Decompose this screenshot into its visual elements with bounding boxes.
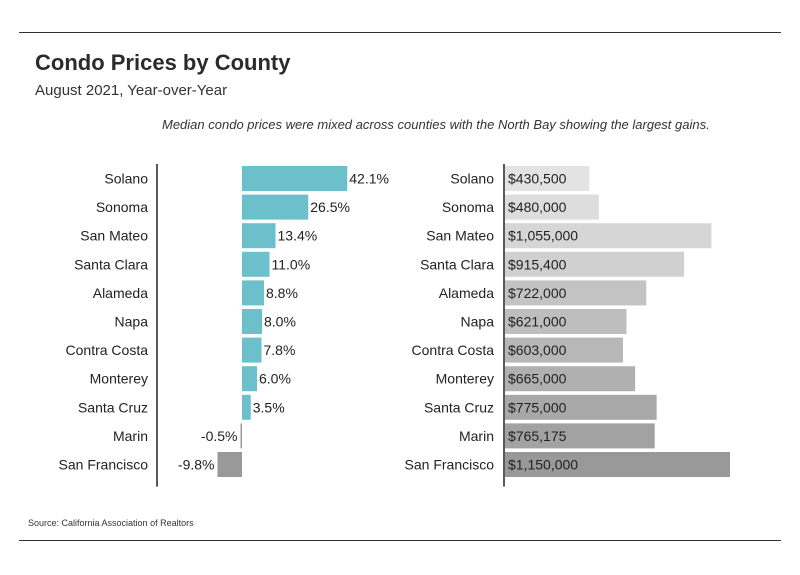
percent-bar-san-francisco [217,452,242,477]
category-label-sonoma: Sonoma [96,199,148,215]
percent-bar-santa-clara [242,251,270,277]
price-value-label: $722,000 [508,285,567,301]
price-category-label-solano: Solano [450,171,494,187]
percent-value-label: 3.5% [253,399,285,415]
price-value-label: $1,150,000 [508,457,578,473]
median-price-panel: Solano $430,500 Sonoma $480,000 San Mateo $1,… [405,164,730,487]
chart-title: Condo Prices by County [35,50,291,75]
category-label-santa-clara: Santa Clara [74,256,148,272]
category-label-alameda: Alameda [93,285,148,301]
percent-bar-marin [240,423,242,449]
price-category-label-sonoma: Sonoma [442,199,494,215]
chart-annotation: Median condo prices were mixed across co… [162,117,710,132]
percent-value-label: 26.5% [310,199,350,215]
bottom-rule [19,540,781,541]
price-category-label-san-mateo: San Mateo [426,228,494,244]
percent-bar-napa [242,309,262,334]
price-value-label: $665,000 [508,371,567,387]
price-category-label-contra-costa: Contra Costa [412,342,495,358]
price-value-label: $480,000 [508,199,567,215]
percent-bar-monterey [242,366,257,392]
percent-value-label: 6.0% [259,371,291,387]
category-label-marin: Marin [113,428,148,444]
percent-value-label: 13.4% [278,228,318,244]
price-bar-solano [505,166,590,191]
percent-value-label: 11.0% [272,256,311,272]
percent-value-label: -9.8% [178,457,215,473]
category-label-monterey: Monterey [90,371,148,387]
price-bar-contra-costa [505,337,623,363]
price-value-label: $603,000 [508,342,567,358]
top-rule [19,32,781,33]
category-label-san-francisco: San Francisco [59,457,149,473]
percent-bar-alameda [242,280,264,306]
price-bar-san-mateo [505,223,712,249]
source-note: Source: California Association of Realto… [28,518,194,528]
price-category-label-santa-clara: Santa Clara [420,256,494,272]
percent-value-label: 7.8% [264,342,296,358]
price-bar-santa-clara [505,251,685,277]
percent-change-panel: Solano 42.1% Sonoma 26.5% San Mateo 13.4% Sant… [59,164,389,487]
percent-value-label: 8.0% [264,314,296,330]
price-value-label: $775,000 [508,399,567,415]
price-value-label: $430,500 [508,171,567,187]
price-bar-sonoma [505,194,599,220]
category-label-san-mateo: San Mateo [80,228,148,244]
price-category-label-napa: Napa [461,314,495,330]
price-category-label-san-francisco: San Francisco [405,457,495,473]
percent-bar-solano [242,166,348,191]
price-value-label: $1,055,000 [508,228,578,244]
price-bar-napa [505,309,627,334]
price-category-label-monterey: Monterey [436,371,494,387]
price-value-label: $765,175 [508,428,567,444]
percent-bar-san-mateo [242,223,276,249]
percent-bar-sonoma [242,194,309,220]
price-category-label-santa-cruz: Santa Cruz [424,399,494,415]
percent-value-label: 8.8% [266,285,298,301]
percent-bar-contra-costa [242,337,262,363]
category-label-napa: Napa [115,314,149,330]
price-value-label: $915,400 [508,256,567,272]
price-bar-alameda [505,280,647,306]
price-bar-santa-cruz [505,394,657,420]
price-bar-marin [505,423,655,449]
price-bar-san-francisco [505,452,730,477]
chart-subtitle: August 2021, Year-over-Year [35,82,228,99]
category-label-santa-cruz: Santa Cruz [78,399,148,415]
price-category-label-marin: Marin [459,428,494,444]
percent-value-label: -0.5% [201,428,238,444]
category-label-solano: Solano [104,171,148,187]
percent-bar-santa-cruz [242,394,251,420]
category-label-contra-costa: Contra Costa [66,342,149,358]
price-category-label-alameda: Alameda [439,285,494,301]
price-value-label: $621,000 [508,314,567,330]
price-bar-monterey [505,366,636,392]
percent-value-label: 42.1% [349,171,389,187]
